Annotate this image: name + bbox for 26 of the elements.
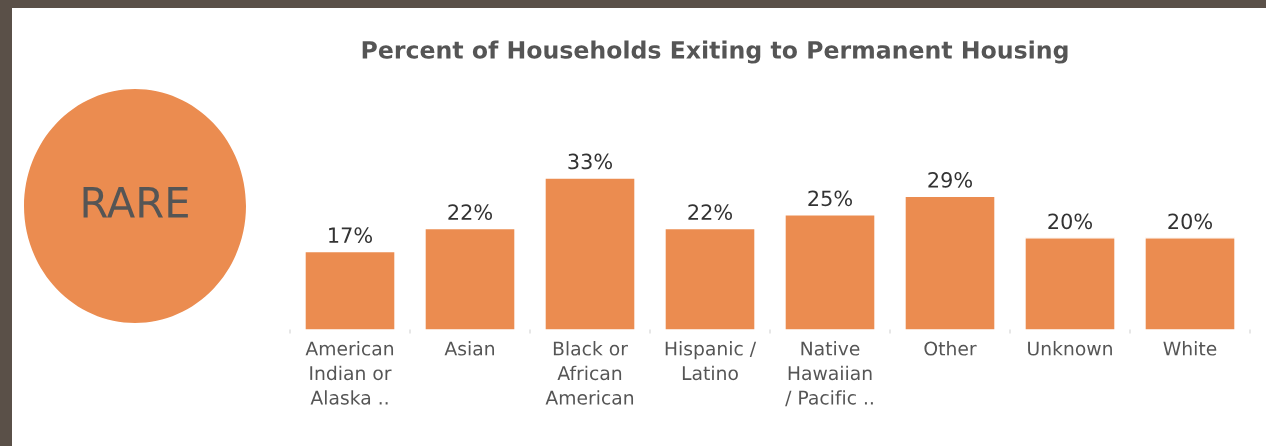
- data-label: 22%: [688, 204, 732, 221]
- bar: [304, 250, 396, 330]
- x-tick-label: Other: [924, 341, 977, 356]
- x-tick-label: Native Hawaiian / Pacific ..: [785, 341, 873, 407]
- text: RARE: [83, 187, 188, 218]
- data-label: 20%: [1048, 213, 1092, 230]
- bar: [544, 177, 636, 330]
- bar: [664, 227, 756, 330]
- bar: [1144, 237, 1236, 330]
- bar: [424, 227, 516, 330]
- data-label: 25%: [808, 190, 852, 207]
- data-label: 20%: [1168, 213, 1212, 230]
- data-label: 33%: [568, 153, 612, 170]
- x-tick-label: Hispanic / Latino: [665, 341, 757, 381]
- x-tick-label: Asian: [444, 341, 494, 356]
- bar: [904, 195, 996, 330]
- bar: [1024, 237, 1116, 330]
- chart-title: Percent of Households Exiting to Permanent Housing: [362, 40, 1068, 64]
- bar: [784, 214, 876, 330]
- data-label: 17%: [329, 227, 372, 244]
- data-label: 29%: [928, 172, 972, 188]
- x-tick-label: American Indian or Alaska ..: [305, 341, 394, 405]
- x-tick-label: Black or African American: [545, 341, 634, 405]
- data-label: 22%: [448, 204, 492, 221]
- x-tick-label: White: [1163, 341, 1217, 356]
- x-tick-label: Unknown: [1028, 341, 1112, 356]
